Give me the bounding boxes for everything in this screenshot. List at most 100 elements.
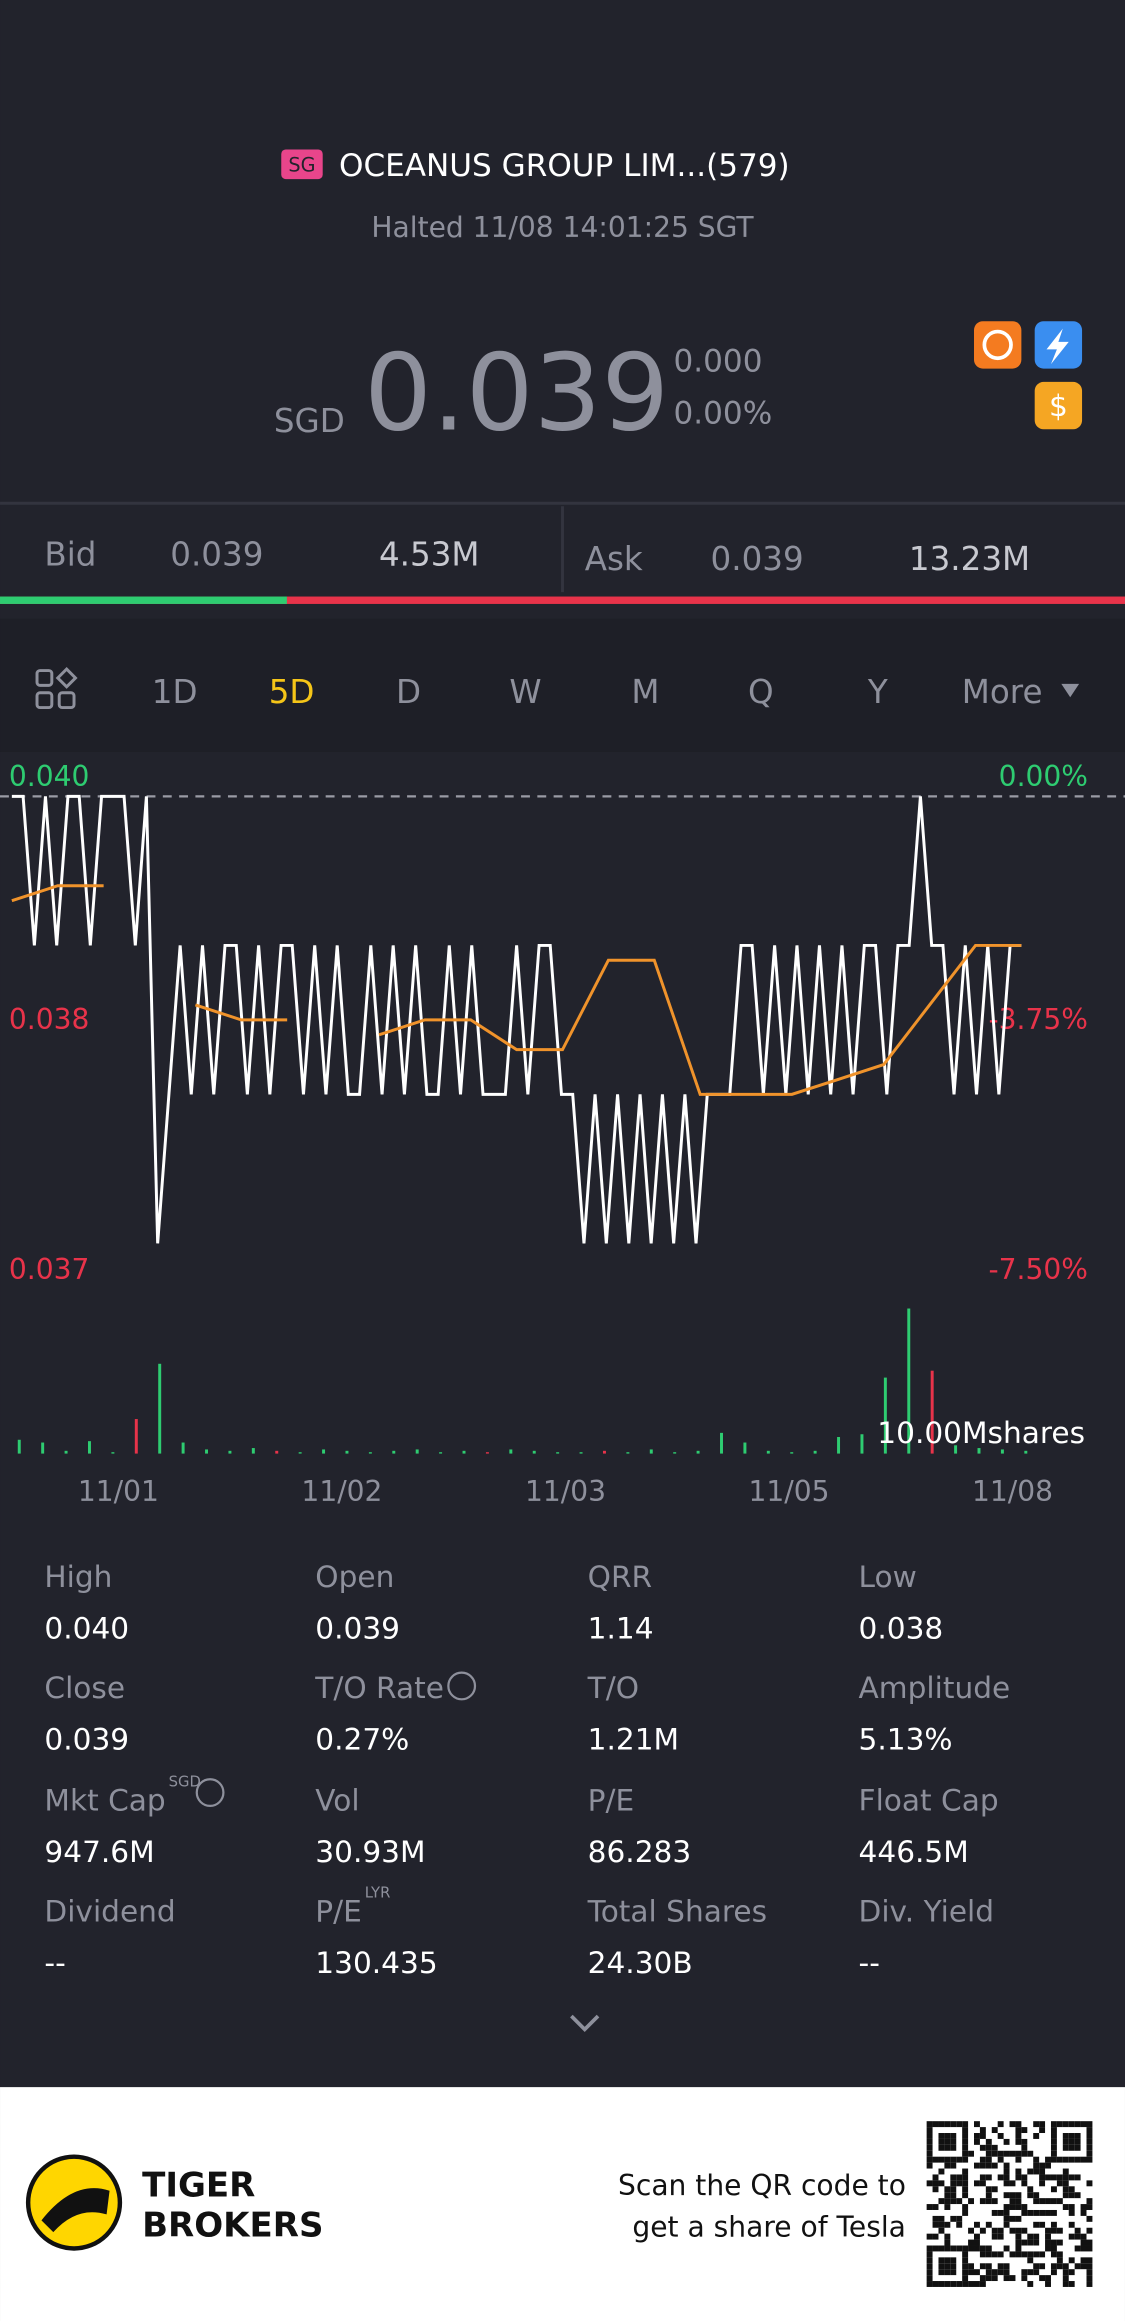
volume-bar <box>907 1308 911 1454</box>
qr-module <box>926 2156 933 2163</box>
qr-module <box>1021 2209 1028 2216</box>
qr-module <box>944 2233 951 2240</box>
qr-module <box>1080 2239 1087 2246</box>
qr-module <box>950 2198 957 2205</box>
qr-module <box>979 2180 986 2187</box>
qr-module <box>1009 2227 1016 2234</box>
change: 0.000 <box>674 344 763 380</box>
qr-module <box>1086 2239 1093 2246</box>
qr-module <box>1045 2227 1051 2234</box>
icon-short[interactable] <box>974 321 1022 369</box>
qr-module <box>926 2269 933 2276</box>
period-tab[interactable]: Y <box>867 673 888 711</box>
qr-module <box>974 2233 980 2240</box>
qr-module <box>1068 2281 1075 2287</box>
period-tab[interactable]: 1D <box>152 673 198 711</box>
qr-module <box>962 2275 969 2282</box>
stat-value: 0.040 <box>44 1612 129 1646</box>
qr-module <box>956 2215 963 2222</box>
qr-module <box>1003 2269 1010 2276</box>
qr-module <box>974 2269 980 2276</box>
qr-module <box>1074 2227 1081 2234</box>
qr-module <box>956 2281 963 2287</box>
qr-module <box>932 2156 939 2163</box>
qr-module <box>991 2233 998 2240</box>
qr-module <box>1003 2174 1010 2181</box>
date-label: 11/02 <box>301 1475 382 1508</box>
qr-module <box>938 2156 945 2163</box>
market-badge <box>281 149 323 180</box>
info-icon[interactable] <box>447 1671 477 1701</box>
period-tab[interactable]: 5D <box>269 673 315 711</box>
volume-bar <box>954 1445 958 1454</box>
status: Halted 11/08 14:01:25 SGT <box>371 211 754 244</box>
qr-module <box>1015 2121 1022 2128</box>
qr-module <box>926 2233 933 2240</box>
qr-module <box>1086 2144 1093 2151</box>
stat-value: -- <box>859 1946 880 1980</box>
qr-module <box>1080 2257 1087 2264</box>
qr-module <box>979 2156 986 2163</box>
info-icon[interactable] <box>195 1778 225 1807</box>
volume-bar <box>415 1449 419 1454</box>
volume-bar <box>579 1452 583 1454</box>
qr-module <box>974 2138 980 2145</box>
period-tab[interactable]: W <box>509 673 541 711</box>
qr-module <box>979 2133 986 2139</box>
volume-bar <box>158 1363 162 1454</box>
period-tab[interactable]: More <box>962 673 1043 711</box>
qr-module <box>1021 2127 1028 2134</box>
qr-module <box>1068 2186 1075 2193</box>
qr-module <box>1045 2233 1051 2240</box>
qr-module <box>1003 2162 1010 2169</box>
qr-module <box>1062 2281 1069 2287</box>
qr-module <box>932 2174 939 2181</box>
stat-value: 1.21M <box>588 1723 679 1757</box>
brand-name: TIGER <box>142 2166 255 2206</box>
volume-bar <box>696 1450 700 1454</box>
qr-module <box>962 2245 969 2252</box>
qr-module <box>1056 2174 1063 2181</box>
period-tab[interactable]: D <box>396 673 421 711</box>
qr-module <box>932 2204 939 2210</box>
volume-bar <box>556 1452 560 1454</box>
layout-icon[interactable] <box>35 666 78 710</box>
qr-module <box>1068 2121 1075 2128</box>
qr-module <box>1062 2275 1069 2282</box>
period-tab[interactable]: Q <box>748 673 774 711</box>
qr-module <box>1027 2168 1034 2175</box>
qr-module <box>1086 2269 1093 2276</box>
qr-module <box>938 2281 945 2287</box>
period-tab[interactable]: M <box>631 673 659 711</box>
qr-module <box>997 2209 1004 2216</box>
stat-label: Dividend <box>44 1894 175 1928</box>
qr-module <box>1015 2156 1022 2163</box>
icon-dividend[interactable] <box>1034 381 1083 430</box>
qr-module <box>1062 2121 1069 2128</box>
qr-module <box>1050 2221 1057 2228</box>
qr-module <box>985 2251 992 2258</box>
qr-module <box>979 2144 986 2151</box>
qr-module <box>997 2174 1004 2181</box>
qr-module <box>1086 2204 1093 2210</box>
expand-chevron[interactable] <box>570 2014 600 2033</box>
volume-bar <box>64 1450 68 1454</box>
qr-module <box>944 2263 951 2270</box>
qr-module <box>1003 2209 1010 2216</box>
qr-module <box>1074 2144 1081 2151</box>
qr-module <box>1050 2186 1057 2193</box>
qr-module <box>1062 2204 1069 2210</box>
volume-bar <box>345 1450 349 1454</box>
qr-module <box>1003 2245 1010 2252</box>
stat-label: Amplitude <box>859 1671 1011 1705</box>
qr-module <box>1074 2121 1081 2128</box>
qr-module <box>1009 2215 1016 2222</box>
qr-module <box>962 2133 969 2139</box>
qr-module <box>985 2275 992 2282</box>
more-caret <box>1061 683 1080 698</box>
qr-module <box>950 2186 957 2193</box>
qr-module <box>1021 2138 1028 2145</box>
qr-module <box>1009 2150 1016 2157</box>
volume-bar <box>41 1442 45 1454</box>
